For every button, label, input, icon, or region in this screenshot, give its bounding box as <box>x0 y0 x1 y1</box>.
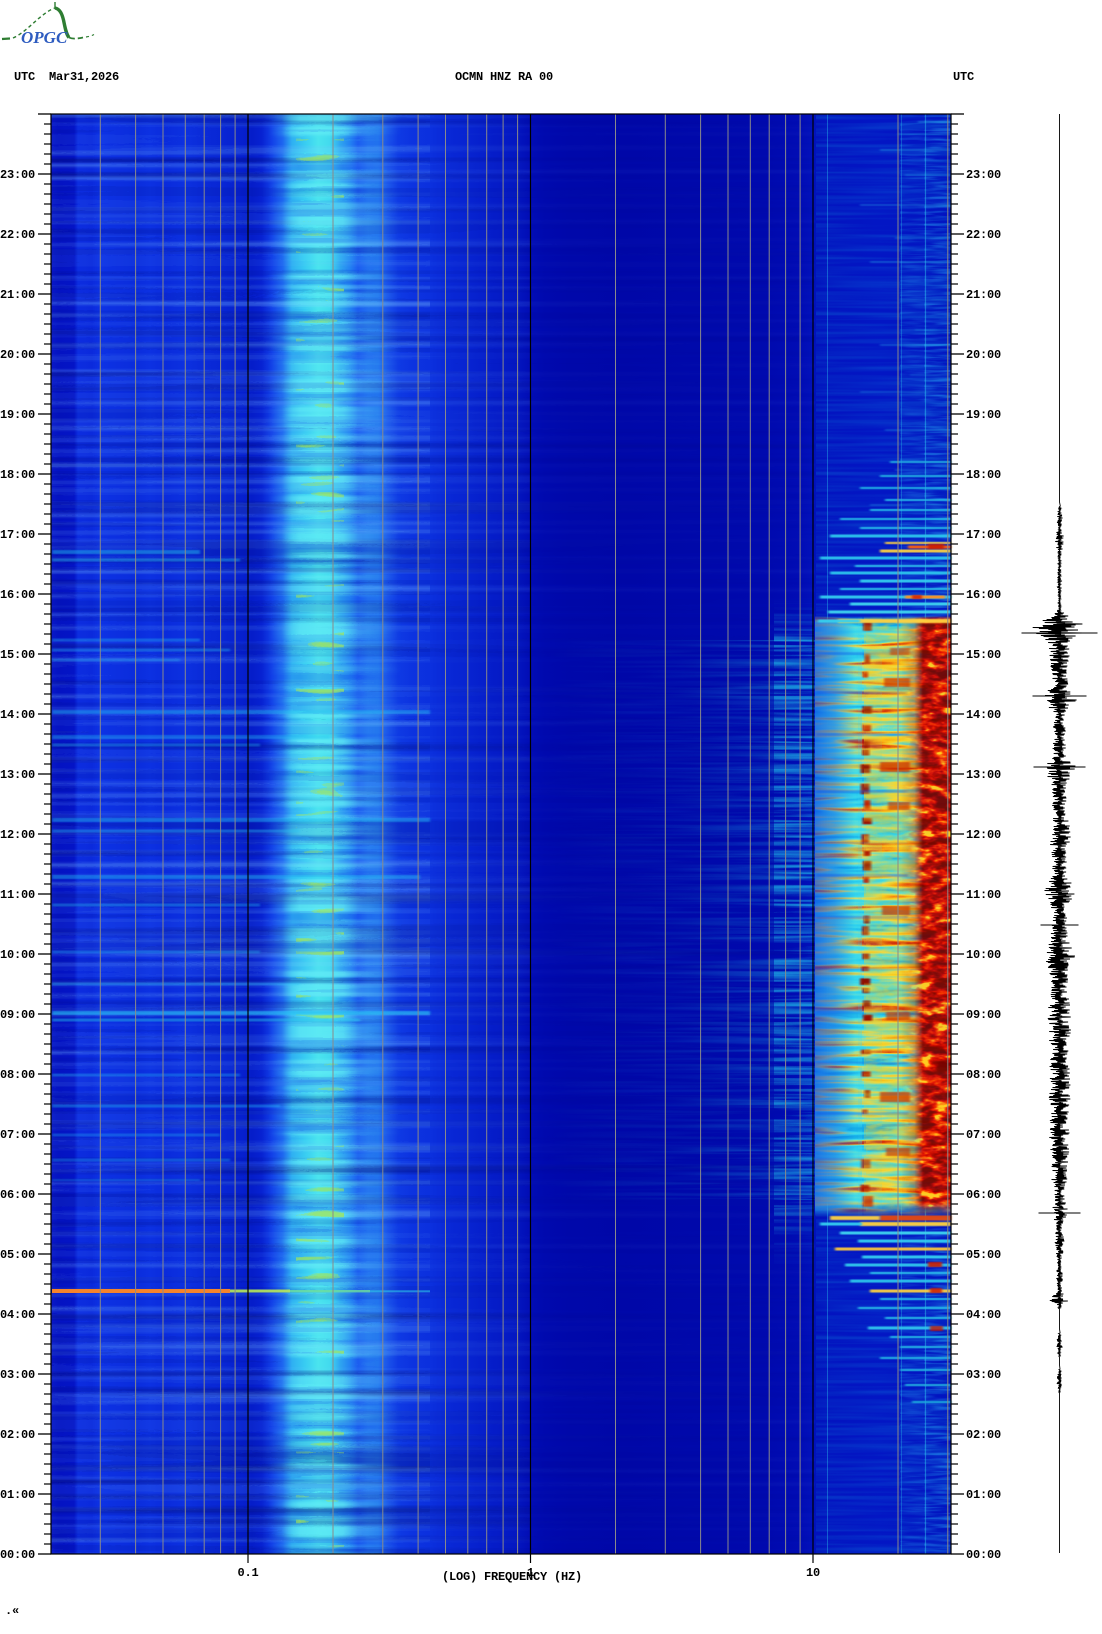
svg-text:16:00: 16:00 <box>0 588 35 602</box>
svg-text:14:00: 14:00 <box>966 708 1001 722</box>
svg-text:00:00: 00:00 <box>0 1548 35 1562</box>
svg-text:OCMN HNZ RA 00: OCMN HNZ RA 00 <box>455 70 553 84</box>
svg-text:20:00: 20:00 <box>0 348 35 362</box>
svg-text:05:00: 05:00 <box>0 1248 35 1262</box>
svg-text:15:00: 15:00 <box>0 648 35 662</box>
svg-text:07:00: 07:00 <box>0 1128 35 1142</box>
svg-text:04:00: 04:00 <box>966 1308 1001 1322</box>
svg-text:10: 10 <box>806 1566 820 1580</box>
svg-text:13:00: 13:00 <box>966 768 1001 782</box>
svg-text:09:00: 09:00 <box>966 1008 1001 1022</box>
svg-text:03:00: 03:00 <box>966 1368 1001 1382</box>
svg-text:08:00: 08:00 <box>0 1068 35 1082</box>
svg-text:19:00: 19:00 <box>0 408 35 422</box>
svg-text:04:00: 04:00 <box>0 1308 35 1322</box>
svg-text:20:00: 20:00 <box>966 348 1001 362</box>
svg-text:18:00: 18:00 <box>966 468 1001 482</box>
svg-text:17:00: 17:00 <box>0 528 35 542</box>
svg-text:11:00: 11:00 <box>966 888 1001 902</box>
svg-text:00:00: 00:00 <box>966 1548 1001 1562</box>
svg-text:15:00: 15:00 <box>966 648 1001 662</box>
svg-text:09:00: 09:00 <box>0 1008 35 1022</box>
svg-text:21:00: 21:00 <box>0 288 35 302</box>
svg-text:23:00: 23:00 <box>966 168 1001 182</box>
svg-text:16:00: 16:00 <box>966 588 1001 602</box>
svg-text:07:00: 07:00 <box>966 1128 1001 1142</box>
svg-text:18:00: 18:00 <box>0 468 35 482</box>
svg-text:10:00: 10:00 <box>0 948 35 962</box>
svg-text:OPGC: OPGC <box>21 28 68 47</box>
svg-text:06:00: 06:00 <box>0 1188 35 1202</box>
svg-text:UTC: UTC <box>14 70 35 84</box>
svg-text:02:00: 02:00 <box>0 1428 35 1442</box>
svg-text:10:00: 10:00 <box>966 948 1001 962</box>
svg-text:12:00: 12:00 <box>966 828 1001 842</box>
svg-text:23:00: 23:00 <box>0 168 35 182</box>
svg-text:02:00: 02:00 <box>966 1428 1001 1442</box>
svg-text:.«: .« <box>5 1604 19 1618</box>
svg-text:01:00: 01:00 <box>0 1488 35 1502</box>
svg-text:14:00: 14:00 <box>0 708 35 722</box>
svg-text:22:00: 22:00 <box>966 228 1001 242</box>
svg-text:05:00: 05:00 <box>966 1248 1001 1262</box>
svg-text:06:00: 06:00 <box>966 1188 1001 1202</box>
svg-text:12:00: 12:00 <box>0 828 35 842</box>
svg-text:11:00: 11:00 <box>0 888 35 902</box>
svg-text:08:00: 08:00 <box>966 1068 1001 1082</box>
svg-text:Mar31,2026: Mar31,2026 <box>49 70 119 84</box>
svg-text:22:00: 22:00 <box>0 228 35 242</box>
svg-text:01:00: 01:00 <box>966 1488 1001 1502</box>
svg-text:1: 1 <box>527 1566 534 1580</box>
svg-text:13:00: 13:00 <box>0 768 35 782</box>
svg-text:03:00: 03:00 <box>0 1368 35 1382</box>
svg-text:(LOG) FREQUENCY (HZ): (LOG) FREQUENCY (HZ) <box>442 1570 582 1584</box>
svg-text:19:00: 19:00 <box>966 408 1001 422</box>
svg-text:UTC: UTC <box>953 70 974 84</box>
svg-text:21:00: 21:00 <box>966 288 1001 302</box>
svg-text:0.1: 0.1 <box>237 1566 258 1580</box>
svg-text:17:00: 17:00 <box>966 528 1001 542</box>
